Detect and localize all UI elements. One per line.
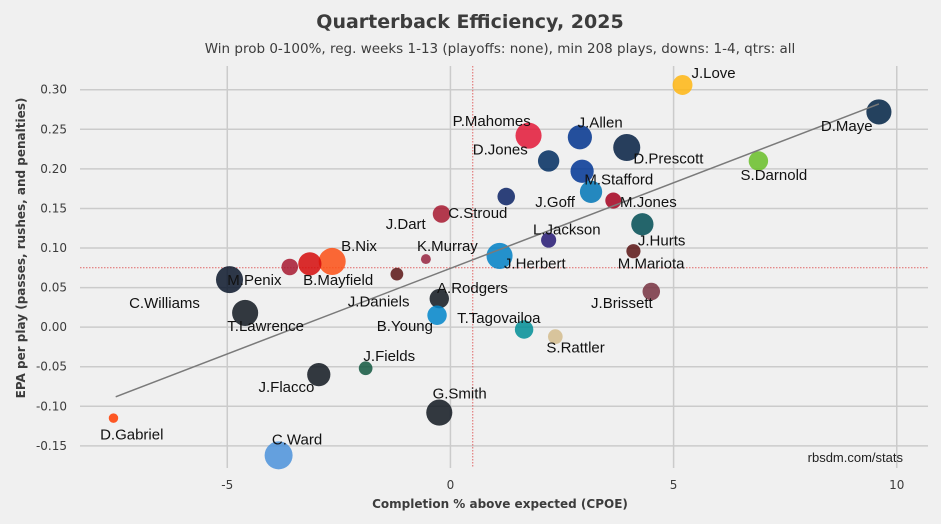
qb-point (497, 187, 515, 206)
y-tick-label: 0.15 (40, 201, 67, 215)
y-tick-label: -0.10 (36, 399, 67, 413)
point-label: M.Jones (620, 194, 677, 211)
qb-point (358, 361, 373, 376)
chart-title: Quarterback Efficiency, 2025 (316, 11, 623, 33)
axis-ticks: -0.15 -0.10 -0.05 0.00 0.05 0.10 0.15 0.20 0.25 0… (36, 83, 904, 492)
qb-point (626, 244, 641, 259)
qb-point (390, 267, 404, 281)
qb-point (232, 299, 259, 326)
point-label: J.Love (691, 65, 735, 82)
qb-point (264, 441, 293, 470)
qb-point (420, 254, 431, 265)
qb-point (432, 205, 451, 223)
point-label: D.Jones (473, 142, 528, 159)
qb-point (426, 399, 453, 426)
point-label: T.Tagovailoa (457, 310, 541, 327)
qb-point (515, 122, 542, 149)
point-label: S.Rattler (546, 339, 604, 356)
chart-subtitle: Win prob 0-100%, reg. weeks 1-13 (playof… (205, 41, 795, 57)
qb-point (672, 75, 693, 95)
qb-point (567, 125, 592, 150)
point-label: T.Lawrence (227, 318, 304, 335)
point-label: J.Flacco (259, 379, 315, 396)
credit-text: rbsdm.com/stats (808, 450, 904, 465)
point-label: J.Herbert (504, 256, 567, 273)
qb-point (541, 232, 557, 248)
qb-point (537, 150, 560, 172)
qb-point (547, 329, 563, 344)
point-label: M.Stafford (584, 172, 653, 189)
x-tick-label: 10 (889, 478, 904, 492)
point-label: J.Fields (363, 348, 415, 365)
point-labels: J.Love D.Maye P.Mahomes J.Allen D.Jones D.Pre… (100, 65, 872, 448)
y-tick-label: 0.00 (40, 320, 67, 334)
point-label: L.Jackson (533, 222, 601, 239)
x-tick-label: 5 (670, 478, 678, 492)
qb-point (307, 363, 331, 387)
y-tick-label: 0.10 (40, 241, 67, 255)
point-label: B.Young (377, 318, 433, 335)
point-label: D.Gabriel (100, 427, 163, 444)
point-label: P.Mahomes (453, 113, 531, 130)
x-tick-label: 0 (447, 478, 455, 492)
qb-point (429, 288, 449, 309)
point-label: S.Darnold (741, 167, 808, 184)
qb-point (748, 151, 769, 171)
y-tick-label: 0.05 (40, 281, 67, 295)
point-label: J.Brissett (591, 295, 654, 312)
point-label: J.Goff (535, 194, 576, 211)
point-label: M.Mariota (618, 256, 685, 273)
point-label: D.Maye (821, 118, 873, 135)
point-label: G.Smith (433, 385, 487, 402)
y-tick-label: -0.15 (36, 439, 67, 453)
point-label: C.Stroud (448, 205, 507, 222)
point-label: J.Hurts (638, 233, 686, 250)
qb-point (631, 213, 654, 236)
point-label: B.Nix (341, 238, 377, 255)
x-axis-label: Completion % above expected (CPOE) (372, 497, 628, 511)
qb-point (486, 242, 513, 269)
qb-point (427, 305, 447, 325)
point-label: J.Dart (386, 216, 427, 233)
y-tick-label: 0.25 (40, 122, 67, 136)
qb-point (215, 266, 244, 294)
point-label: B.Mayfield (303, 272, 373, 289)
point-label: A.Rodgers (437, 280, 508, 297)
y-tick-label: 0.20 (40, 162, 67, 176)
point-label: K.Murray (417, 238, 478, 255)
qb-point (642, 282, 661, 301)
data-points (108, 75, 892, 470)
point-label: C.Williams (129, 295, 200, 312)
qb-point (281, 258, 299, 276)
point-label: C.Ward (272, 431, 322, 448)
point-label: M.Penix (227, 272, 282, 289)
x-tick-label: -5 (221, 478, 233, 492)
y-tick-label: -0.05 (36, 360, 67, 374)
point-label: J.Allen (578, 115, 623, 132)
qb-point (298, 252, 322, 276)
point-label: J.Daniels (348, 294, 410, 311)
qb-point (579, 180, 603, 203)
qb-point (613, 133, 641, 162)
qb-point (570, 159, 594, 183)
qb-point (318, 247, 346, 275)
trend-line (115, 103, 880, 398)
y-axis-label: EPA per play (passes, rushes, and penalt… (14, 98, 28, 399)
qb-point (108, 413, 119, 423)
trend-line-group (115, 103, 880, 398)
y-tick-label: 0.30 (40, 83, 67, 97)
point-label: D.Prescott (633, 150, 704, 167)
qb-point (514, 320, 534, 339)
